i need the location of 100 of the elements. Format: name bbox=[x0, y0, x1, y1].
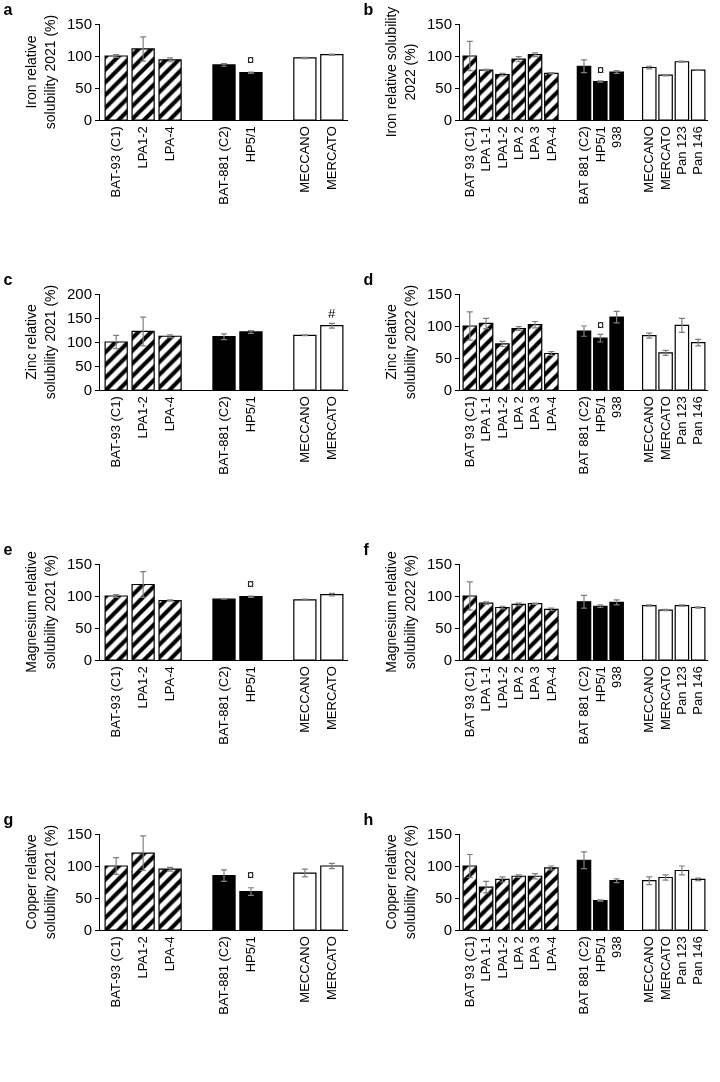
x-tick-label: BAT 881 (C2) bbox=[576, 936, 592, 1015]
x-tick-label: 938 bbox=[608, 666, 624, 688]
chart-title: c bbox=[3, 271, 13, 289]
y-axis-title: Iron relative solubility 2021 (%) bbox=[23, 14, 58, 130]
x-tick-label: MERCATO bbox=[657, 936, 673, 1001]
x-tick-label: Pan 123 bbox=[674, 396, 690, 445]
y-tick-label: 100 bbox=[66, 587, 92, 605]
y-axis-title: Copper relative solubility 2022 (%) bbox=[383, 824, 418, 940]
x-tick-label: LPA1-2 bbox=[494, 936, 510, 979]
x-tick-label: BAT-881 (C2) bbox=[216, 936, 232, 1015]
x-tick-label: MERCATO bbox=[657, 666, 673, 731]
y-axis-title: Magnesium relative solubility 2021 (%) bbox=[23, 551, 58, 673]
x-tick-label: Pan 146 bbox=[690, 126, 706, 175]
x-tick-label: MERCATO bbox=[324, 126, 340, 191]
x-tick-label: LPA1-2 bbox=[135, 396, 151, 439]
x-tick-label: BAT-93 (C1) bbox=[108, 396, 124, 468]
y-tick-label: 0 bbox=[443, 921, 452, 939]
y-tick-label: 150 bbox=[66, 309, 92, 327]
y-axis-title: Iron relative solubility 2022 (%) bbox=[383, 6, 418, 138]
x-tick-label: LPA 2 bbox=[510, 666, 526, 700]
x-tick-label: LPA1-2 bbox=[494, 126, 510, 169]
x-tick-label: MECCANO bbox=[297, 126, 313, 193]
x-tick-label: 938 bbox=[608, 396, 624, 418]
x-tick-label: MECCANO bbox=[297, 396, 313, 463]
annotation: ¤ bbox=[247, 867, 255, 882]
y-tick-label: 100 bbox=[426, 857, 452, 875]
y-tick-label: 150 bbox=[426, 15, 452, 33]
y-axis-title: Magnesium relative solubility 2022 (%) bbox=[383, 551, 418, 673]
y-tick-label: 50 bbox=[435, 79, 452, 97]
y-tick-label: 0 bbox=[83, 651, 92, 669]
y-tick-label: 100 bbox=[426, 317, 452, 335]
annotation: ¤ bbox=[597, 317, 605, 332]
x-tick-label: BAT 93 (C1) bbox=[462, 666, 478, 738]
chart-title: f bbox=[363, 541, 370, 559]
x-tick-label: MECCANO bbox=[641, 126, 657, 193]
y-tick-label: 50 bbox=[75, 889, 92, 907]
x-tick-label: 938 bbox=[608, 936, 624, 958]
x-tick-label: LPA-4 bbox=[543, 666, 559, 702]
y-axis-title: Zinc relative solubility 2022 (%) bbox=[383, 284, 418, 400]
x-tick-label: BAT 881 (C2) bbox=[576, 396, 592, 475]
x-tick-label: BAT 93 (C1) bbox=[462, 936, 478, 1008]
x-tick-label: LPA-4 bbox=[543, 396, 559, 432]
x-tick-label: MECCANO bbox=[641, 666, 657, 733]
x-tick-label: MERCATO bbox=[324, 666, 340, 731]
x-tick-label: BAT 881 (C2) bbox=[576, 126, 592, 205]
x-tick-label: MERCATO bbox=[657, 126, 673, 191]
x-tick-label: LPA-4 bbox=[543, 936, 559, 972]
x-tick-label: LPA 1-1 bbox=[478, 396, 494, 442]
x-tick-label: LPA 1-1 bbox=[478, 666, 494, 712]
x-tick-label: HP5/1 bbox=[592, 126, 608, 163]
y-tick-label: 100 bbox=[426, 47, 452, 65]
x-tick-label: HP5/1 bbox=[592, 396, 608, 433]
y-axis-title: Copper relative solubility 2021 (%) bbox=[23, 824, 58, 940]
x-tick-label: LPA-4 bbox=[162, 666, 178, 702]
x-tick-label: Pan 123 bbox=[674, 126, 690, 175]
x-tick-label: LPA1-2 bbox=[135, 936, 151, 979]
x-tick-label: LPA1-2 bbox=[135, 126, 151, 169]
y-axis-title: Zinc relative solubility 2021 (%) bbox=[23, 284, 58, 400]
x-tick-label: 938 bbox=[608, 126, 624, 148]
x-tick-label: LPA1-2 bbox=[494, 396, 510, 439]
x-tick-label: Pan 123 bbox=[674, 666, 690, 715]
x-tick-label: BAT-93 (C1) bbox=[108, 666, 124, 738]
chart-title: d bbox=[363, 271, 374, 289]
x-tick-label: BAT-881 (C2) bbox=[216, 666, 232, 745]
x-tick-label: LPA 3 bbox=[527, 666, 543, 700]
chart-title: g bbox=[3, 811, 14, 829]
x-tick-label: LPA-4 bbox=[162, 126, 178, 162]
y-tick-label: 150 bbox=[426, 555, 452, 573]
y-tick-label: 100 bbox=[66, 333, 92, 351]
x-tick-label: MECCANO bbox=[297, 666, 313, 733]
x-tick-label: HP5/1 bbox=[243, 666, 259, 703]
x-tick-label: LPA 2 bbox=[510, 126, 526, 160]
x-tick-label: LPA1-2 bbox=[135, 666, 151, 709]
y-tick-label: 0 bbox=[83, 921, 92, 939]
x-tick-label: HP5/1 bbox=[243, 126, 259, 163]
y-tick-label: 150 bbox=[426, 285, 452, 303]
x-tick-label: BAT 881 (C2) bbox=[576, 666, 592, 745]
x-tick-label: LPA-4 bbox=[162, 936, 178, 972]
x-tick-label: Pan 123 bbox=[674, 936, 690, 985]
y-tick-label: 50 bbox=[75, 79, 92, 97]
x-tick-label: MERCATO bbox=[657, 396, 673, 461]
x-tick-label: LPA 2 bbox=[510, 936, 526, 970]
y-tick-label: 0 bbox=[443, 651, 452, 669]
x-tick-label: BAT 93 (C1) bbox=[462, 396, 478, 468]
x-tick-label: MERCATO bbox=[324, 936, 340, 1001]
x-tick-label: MECCANO bbox=[641, 936, 657, 1003]
x-tick-label: LPA 3 bbox=[527, 396, 543, 430]
y-tick-label: 50 bbox=[75, 357, 92, 375]
x-tick-label: LPA 1-1 bbox=[478, 126, 494, 172]
y-tick-label: 50 bbox=[435, 349, 452, 367]
y-tick-label: 150 bbox=[66, 15, 92, 33]
y-tick-label: 50 bbox=[435, 889, 452, 907]
y-tick-label: 150 bbox=[66, 825, 92, 843]
y-tick-label: 100 bbox=[426, 587, 452, 605]
chart-title: h bbox=[363, 811, 374, 829]
chart-title: e bbox=[3, 541, 13, 559]
annotation: ¤ bbox=[247, 576, 255, 591]
annotation: ¤ bbox=[597, 62, 605, 77]
x-tick-label: BAT-93 (C1) bbox=[108, 936, 124, 1008]
x-tick-label: BAT-93 (C1) bbox=[108, 126, 124, 198]
